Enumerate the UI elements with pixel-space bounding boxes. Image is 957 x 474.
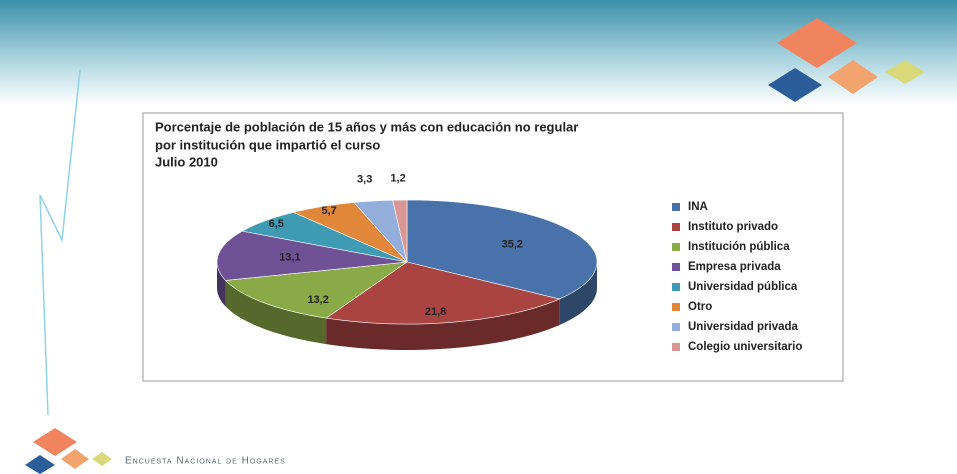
legend-label: Universidad privada (688, 321, 799, 333)
legend-swatch (672, 203, 680, 211)
value-label: 21,8 (425, 306, 446, 318)
legend-label: Instituto privado (688, 221, 778, 233)
value-label: 3,3 (357, 174, 372, 186)
legend-label: Empresa privada (688, 261, 781, 273)
legend-label: Otro (688, 301, 712, 313)
slide: Porcentaje de población de 15 años y más… (0, 0, 957, 474)
legend-swatch (672, 283, 680, 291)
value-label: 6,5 (269, 218, 284, 230)
diamond (33, 428, 77, 456)
value-label: 13,1 (279, 252, 300, 264)
chart-title: Porcentaje de población de 15 años y más… (155, 119, 578, 134)
chart-title: Julio 2010 (155, 154, 218, 169)
diamond (61, 449, 89, 469)
legend-label: INA (688, 201, 708, 213)
decor-line (40, 70, 80, 415)
legend-swatch (672, 243, 680, 251)
value-label: 5,7 (321, 205, 336, 217)
chart-title: por institución que impartió el curso (155, 137, 380, 152)
legend-label: Institución pública (688, 241, 790, 253)
value-label: 1,2 (390, 172, 405, 184)
legend-swatch (672, 323, 680, 331)
legend-label: Universidad pública (688, 281, 798, 293)
legend-label: Colegio universitario (688, 341, 802, 353)
footer-text: Encuesta Nacional de Hogares (125, 456, 286, 467)
diamond (25, 455, 55, 474)
legend-swatch (672, 303, 680, 311)
legend-swatch (672, 343, 680, 351)
value-label: 13,2 (307, 294, 328, 306)
legend-swatch (672, 223, 680, 231)
legend-swatch (672, 263, 680, 271)
value-label: 35,2 (502, 239, 523, 251)
diamond (92, 452, 112, 466)
